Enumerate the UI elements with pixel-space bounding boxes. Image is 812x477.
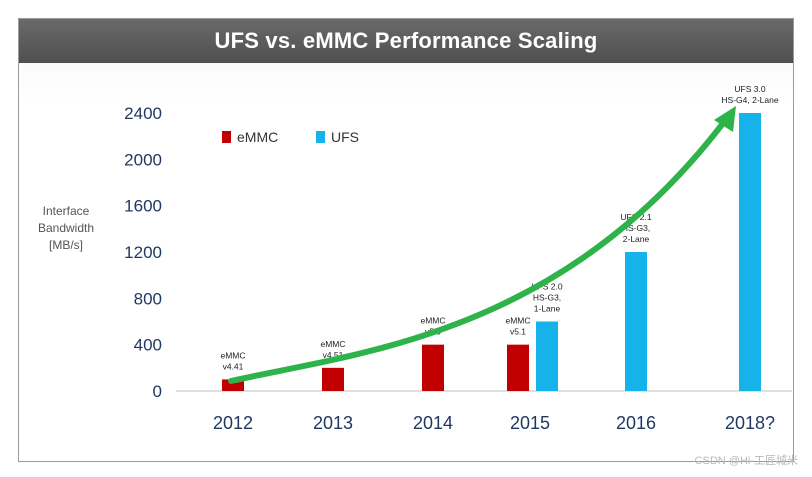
y-tick-label: 1600	[124, 197, 162, 216]
y-tick-label: 800	[134, 289, 162, 308]
ufs-bar-label: HS-G4, 2-Lane	[721, 95, 778, 105]
y-tick-label: 400	[134, 336, 162, 355]
legend-label-ufs: UFS	[331, 129, 359, 145]
emmc-bar-label: v4.41	[223, 361, 244, 371]
legend-swatch-ufs	[316, 131, 325, 143]
watermark: CSDN @Hi-工匠城米	[694, 455, 798, 467]
y-tick-label: 1200	[124, 243, 162, 262]
x-tick-label: 2012	[213, 413, 253, 433]
emmc-bar-label: v5.1	[510, 327, 526, 337]
ufs-bar	[625, 252, 647, 391]
emmc-bar	[322, 367, 344, 391]
ufs-bar	[739, 113, 761, 391]
x-tick-label: 2015	[510, 413, 550, 433]
y-axis-title-line: [MB/s]	[49, 238, 83, 252]
chart-frame: UFS vs. eMMC Performance Scaling	[18, 18, 794, 462]
x-tick-label: 2016	[616, 413, 656, 433]
emmc-bar-label: v4.51	[323, 350, 344, 360]
emmc-bar-label: eMMC	[220, 350, 245, 360]
ufs-bar-label: 2-Lane	[623, 234, 650, 244]
ufs-bar-label: UFS 2.0	[531, 282, 562, 292]
y-tick-label: 0	[153, 382, 162, 401]
legend-swatch-emmc	[222, 131, 231, 143]
emmc-bar	[507, 344, 529, 391]
y-axis-title-line: Interface	[43, 204, 90, 218]
y-tick-label: 2000	[124, 150, 162, 169]
x-tick-label: 2018?	[725, 413, 775, 433]
ufs-bar-label: HS-G3,	[622, 223, 650, 233]
trend-arrow-head	[714, 106, 736, 132]
emmc-bar	[222, 379, 244, 391]
chart-title: UFS vs. eMMC Performance Scaling	[19, 19, 793, 63]
ufs-bar-label: HS-G3,	[533, 293, 561, 303]
ufs-bar-label: 1-Lane	[534, 304, 561, 314]
x-tick-label: 2013	[313, 413, 353, 433]
emmc-bar-label: eMMC	[320, 339, 345, 349]
emmc-bar-label: eMMC	[420, 316, 445, 326]
y-axis-title-line: Bandwidth	[38, 221, 94, 235]
ufs-bar	[536, 321, 558, 391]
emmc-bar-label: eMMC	[505, 316, 530, 326]
emmc-bar	[422, 344, 444, 391]
y-tick-label: 2400	[124, 104, 162, 123]
legend-label-emmc: eMMC	[237, 129, 278, 145]
x-tick-label: 2014	[413, 413, 453, 433]
trend-arrow-line	[228, 119, 727, 384]
ufs-bar-label: UFS 3.0	[734, 84, 765, 94]
